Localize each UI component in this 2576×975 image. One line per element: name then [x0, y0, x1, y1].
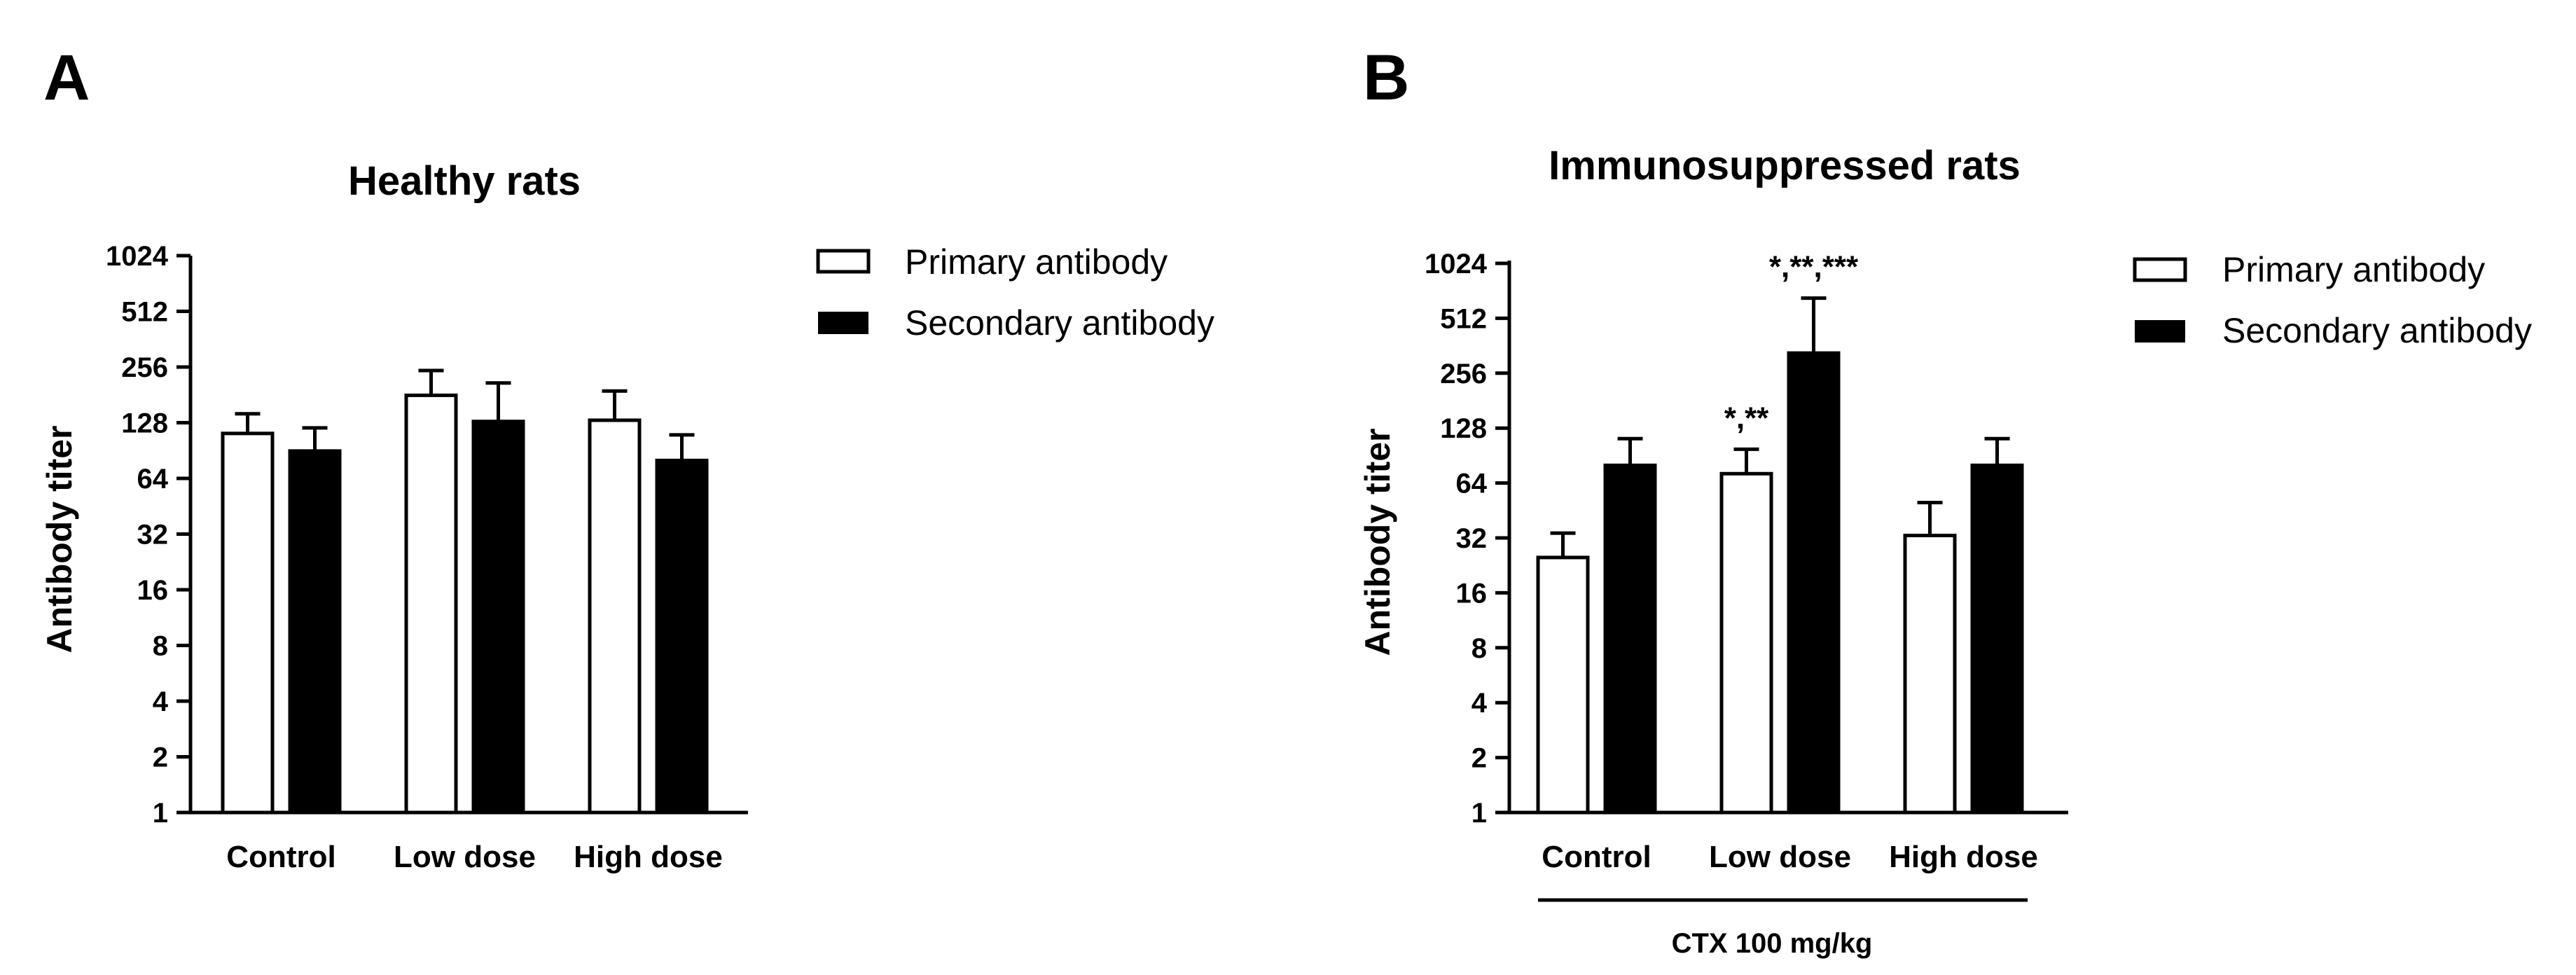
y-tick-label: 16	[137, 575, 169, 606]
panel-letter-b: B	[1363, 42, 1409, 113]
x-tick-labels-a: Control Low dose High dose	[226, 840, 723, 874]
y-tick-label: 8	[153, 631, 168, 662]
y-axis-label-b: Antibody titer	[1358, 429, 1397, 656]
x-tick-label: Control	[226, 840, 335, 874]
legend-label-secondary-a: Secondary antibody	[905, 303, 1214, 343]
chart-title-b: Immunosuppressed rats	[1549, 143, 2021, 188]
significance-annotations-b: *,** *,**,***	[1724, 250, 1859, 436]
y-tick-label: 16	[1456, 578, 1488, 609]
y-tick-label: 1024	[1425, 249, 1488, 279]
chart-title-a: Healthy rats	[348, 158, 581, 204]
bar-low-dose-secondary	[471, 420, 525, 815]
panel-b: B Immunosuppressed rats Antibody titer 1…	[1358, 42, 2532, 959]
bars-a	[221, 368, 709, 815]
legend-label-primary-a: Primary antibody	[905, 242, 1168, 282]
legend-swatch-primary-a	[816, 249, 871, 274]
legend-b: Primary antibody Secondary antibody	[2133, 250, 2532, 350]
y-tick-label: 1	[1471, 798, 1487, 829]
y-tick-label: 512	[121, 297, 168, 328]
group-label-b: CTX 100 mg/kg	[1672, 928, 1873, 959]
y-tick-label: 512	[1440, 303, 1487, 334]
y-tick-label: 32	[137, 520, 169, 551]
bar-low-dose-primary	[1719, 471, 1773, 815]
legend-label-secondary-b: Secondary antibody	[2222, 311, 2532, 350]
y-tick-label: 4	[1471, 688, 1488, 719]
x-tick-label: High dose	[574, 840, 723, 874]
bar-high-dose-primary	[588, 418, 642, 815]
panel-letter-a: A	[43, 42, 90, 113]
legend-swatch-secondary-b	[2135, 320, 2185, 343]
y-tick-label: 4	[153, 686, 169, 717]
bar-low-dose-secondary	[1787, 351, 1841, 815]
legend-swatch-secondary-a	[818, 312, 868, 334]
y-tick-label: 2	[1471, 743, 1487, 774]
bar-control-secondary	[1603, 463, 1657, 815]
y-ticks-b: 1 2 4 8 16 32 64 128 256 512 1024	[1425, 249, 1509, 829]
y-tick-label: 256	[121, 352, 168, 383]
x-tick-label: Low dose	[1709, 840, 1851, 874]
legend-label-primary-b: Primary antibody	[2222, 250, 2485, 289]
y-tick-label: 2	[153, 742, 168, 773]
bar-high-dose-primary	[1903, 534, 1957, 815]
panel-a: A Healthy rats Antibody titer 1 2 4 8 16 32 64…	[40, 42, 1214, 874]
bar-low-dose-primary	[404, 393, 458, 815]
y-axis-label-a: Antibody titer	[40, 426, 79, 654]
bar-control-secondary	[288, 449, 342, 815]
y-tick-label: 128	[121, 408, 168, 439]
significance-annotation: *,**	[1724, 401, 1769, 435]
bar-control-primary	[221, 431, 275, 815]
y-ticks-a: 1 2 4 8 16 32 64 128 256 512 1024	[106, 241, 191, 829]
y-tick-label: 256	[1440, 359, 1487, 389]
x-tick-label: High dose	[1889, 840, 2038, 874]
bar-high-dose-secondary	[1970, 463, 2024, 815]
y-tick-label: 1	[153, 798, 168, 829]
y-tick-label: 64	[137, 464, 169, 495]
legend-a: Primary antibody Secondary antibody	[816, 242, 1214, 343]
y-tick-label: 32	[1456, 523, 1488, 554]
y-tick-label: 128	[1440, 413, 1487, 444]
legend-swatch-primary-b	[2133, 257, 2187, 282]
x-tick-label: Control	[1542, 840, 1651, 874]
y-tick-label: 8	[1471, 633, 1487, 664]
bars-b	[1536, 296, 2024, 815]
significance-annotation: *,**,***	[1769, 250, 1859, 284]
bar-high-dose-secondary	[655, 458, 709, 815]
y-tick-label: 64	[1456, 469, 1488, 499]
x-tick-label: Low dose	[394, 840, 536, 874]
x-tick-labels-b: Control Low dose High dose	[1542, 840, 2038, 874]
y-tick-label: 1024	[106, 241, 169, 272]
bar-control-primary	[1536, 555, 1590, 815]
